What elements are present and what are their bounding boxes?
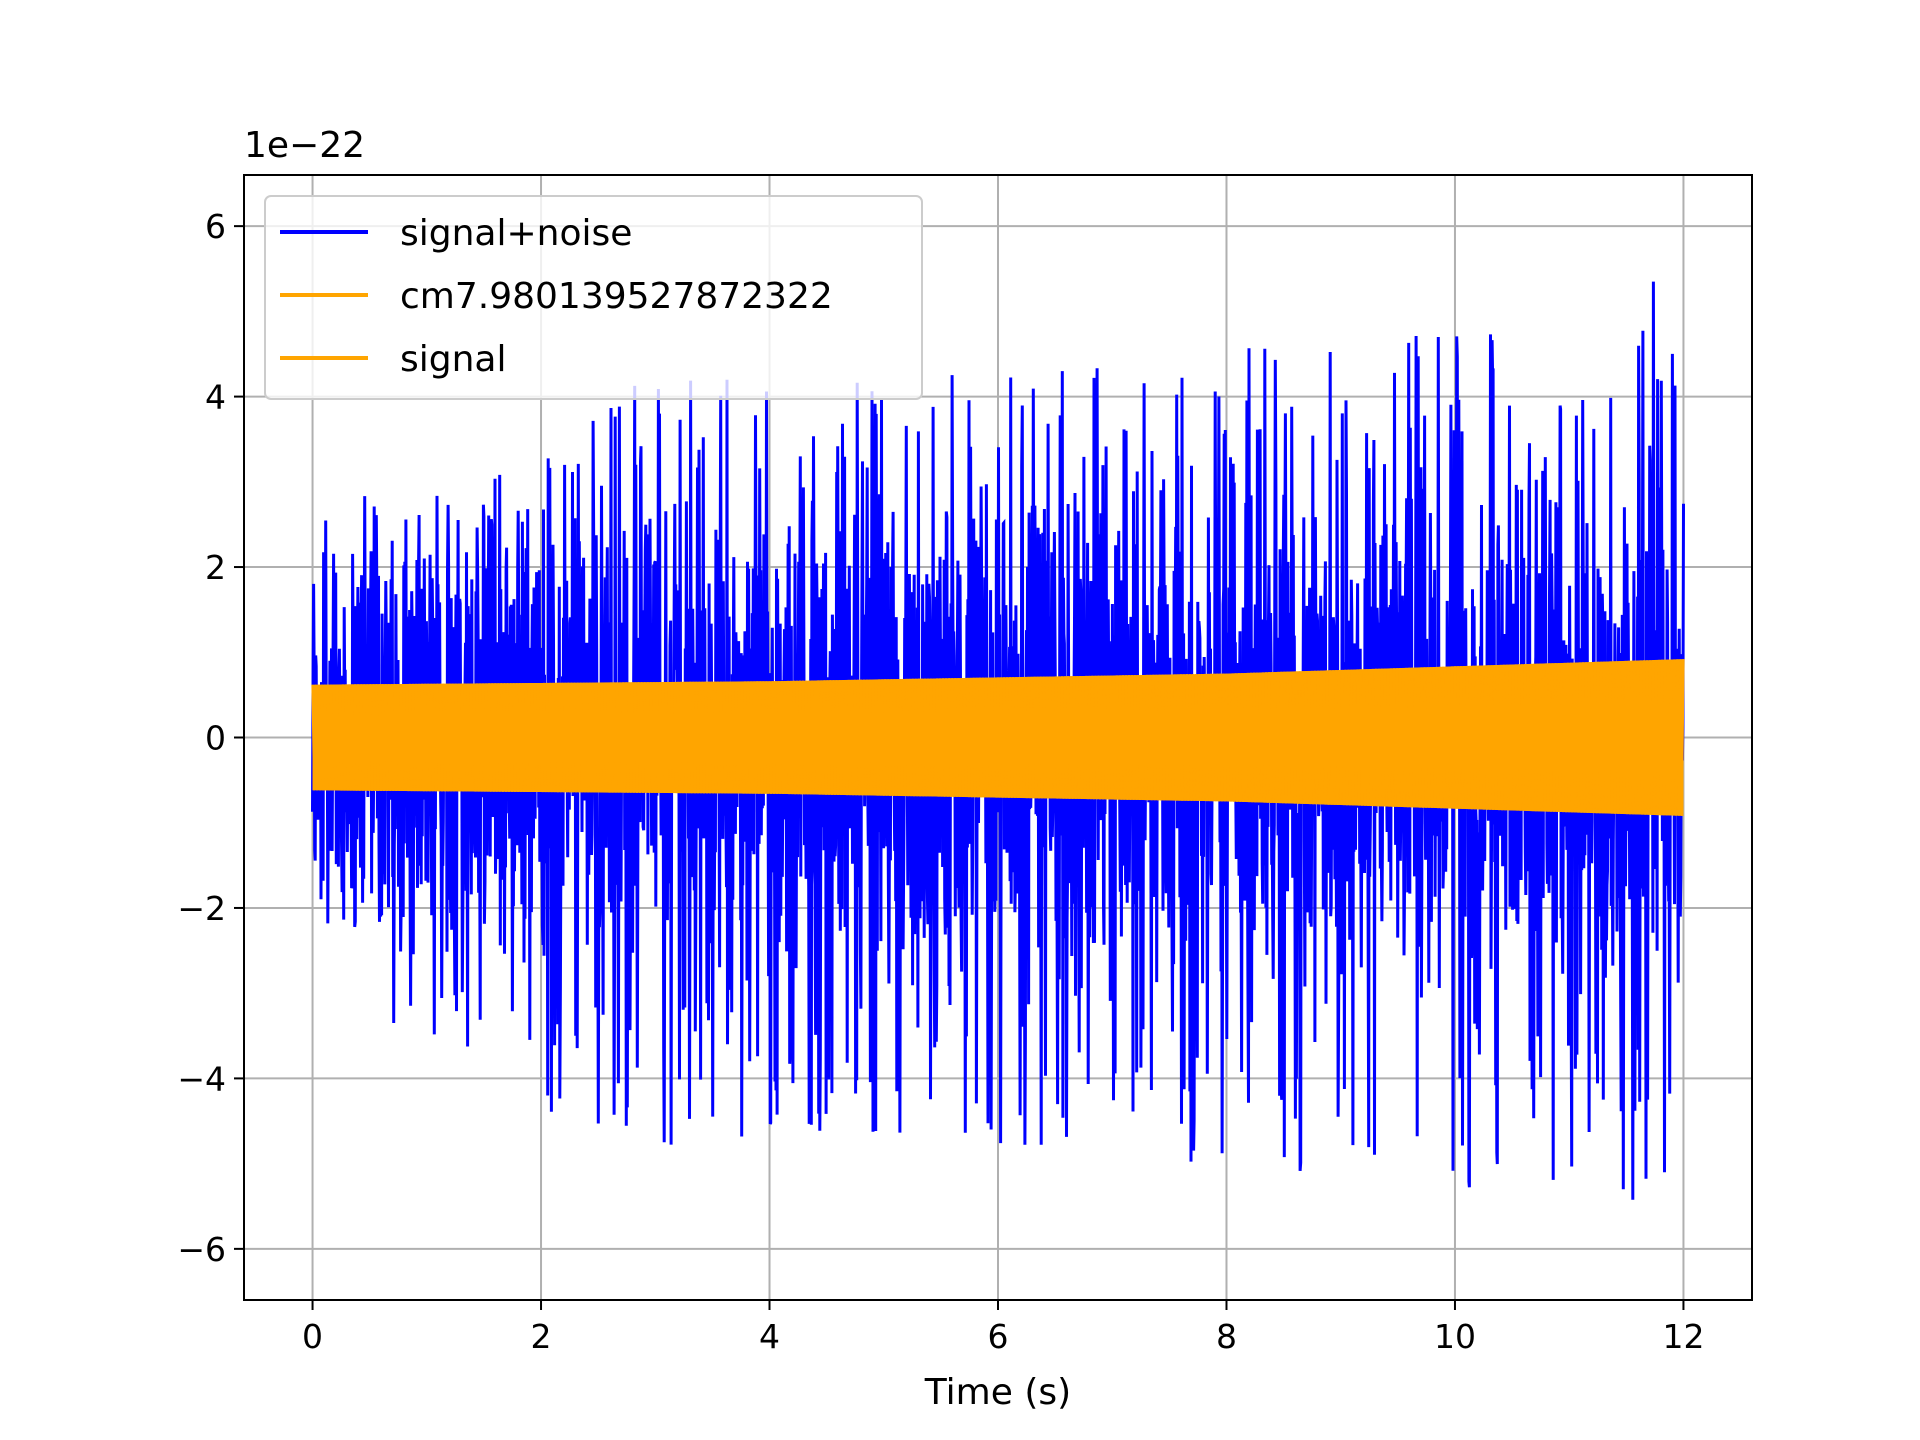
y-tick-label: 4 [205, 378, 226, 417]
y-tick-label: −2 [177, 889, 226, 928]
legend-label-cm: cm7.980139527872322 [400, 276, 833, 317]
x-tick-label: 10 [1434, 1317, 1476, 1356]
y-tick-label: 6 [205, 207, 226, 246]
y-tick-label: 2 [205, 548, 226, 587]
x-tick-label: 0 [302, 1317, 323, 1356]
legend: signal+noise cm7.980139527872322 signal [264, 195, 923, 400]
x-tick-label: 12 [1662, 1317, 1704, 1356]
plot-series [311, 281, 1685, 1200]
y-tick-label: 0 [205, 719, 226, 758]
x-tick-label: 8 [1216, 1317, 1237, 1356]
y-offset-label: 1e−22 [244, 125, 365, 166]
y-tick-label: −6 [177, 1230, 226, 1269]
x-tick-label: 6 [988, 1317, 1009, 1356]
x-axis-label: Time (s) [924, 1372, 1071, 1413]
y-axis: −6 −4 −2 0 2 4 6 [177, 207, 244, 1269]
legend-box [264, 195, 923, 400]
series-signal [311, 659, 1685, 816]
x-tick-label: 4 [759, 1317, 780, 1356]
x-tick-label: 2 [531, 1317, 552, 1356]
x-axis: 0 2 4 6 8 10 12 [302, 1300, 1704, 1356]
legend-label-signal: signal [400, 339, 507, 380]
y-tick-label: −4 [177, 1059, 226, 1098]
legend-label-signal-noise: signal+noise [400, 213, 632, 254]
